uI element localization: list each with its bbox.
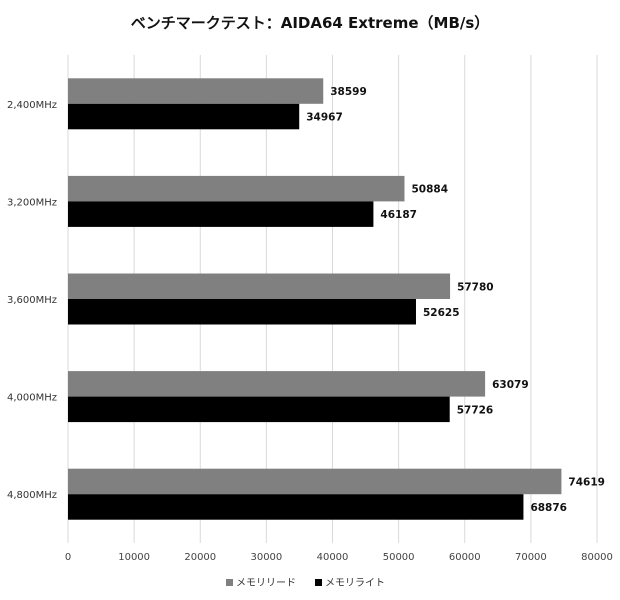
legend: メモリリード メモリライト	[226, 577, 385, 589]
legend-swatch-0	[226, 579, 233, 586]
bar-s1-c1	[68, 201, 374, 227]
bar-s0-c3	[68, 371, 486, 397]
x-tick-label-3: 30000	[250, 552, 282, 563]
x-tick-label-4: 40000	[317, 552, 349, 563]
legend-swatch-1	[315, 579, 322, 586]
data-label-s1-c1: 46187	[380, 209, 417, 221]
bars	[68, 78, 562, 520]
data-label-s1-c2: 52625	[423, 307, 460, 319]
chart-title: ベンチマークテスト：AIDA64 Extreme（MB/s）	[130, 14, 490, 32]
category-label-3: 4,000MHz	[7, 393, 57, 404]
x-tick-label-1: 10000	[118, 552, 150, 563]
x-tick-label-2: 20000	[184, 552, 216, 563]
data-label-s1-c3: 57726	[457, 404, 494, 416]
bar-s0-c4	[68, 468, 562, 495]
bar-s1-c0	[68, 103, 300, 130]
bar-s0-c2	[68, 273, 451, 299]
x-tick-label-8: 80000	[581, 552, 613, 563]
category-label-1: 3,200MHz	[7, 197, 57, 208]
bar-s1-c3	[68, 396, 450, 423]
data-label-s1-c0: 34967	[306, 112, 343, 124]
x-tick-label-5: 50000	[383, 552, 415, 563]
bar-s0-c0	[68, 78, 324, 104]
x-tick-label-7: 70000	[515, 552, 547, 563]
category-label-4: 4,800MHz	[7, 490, 57, 501]
legend-label-0: メモリリード	[236, 578, 296, 589]
x-tick-label-6: 60000	[449, 552, 481, 563]
data-label-s0-c2: 57780	[457, 281, 494, 293]
data-label-s0-c3: 63079	[492, 379, 529, 391]
data-label-s0-c4: 74619	[568, 476, 605, 488]
data-label-s0-c1: 50884	[411, 184, 448, 196]
category-label-0: 2,400MHz	[7, 100, 57, 111]
data-label-s1-c4: 68876	[530, 502, 567, 514]
category-label-2: 3,600MHz	[7, 295, 57, 306]
x-tick-label-0: 0	[65, 552, 71, 563]
bar-s0-c1	[68, 175, 405, 202]
legend-label-1: メモリライト	[325, 577, 385, 589]
labels: 0 10000 20000 30000 40000 50000 60000 70000 8000…	[7, 86, 613, 563]
data-label-s0-c0: 38599	[330, 86, 367, 98]
bar-s1-c4	[68, 494, 524, 520]
bar-s1-c2	[68, 299, 416, 325]
